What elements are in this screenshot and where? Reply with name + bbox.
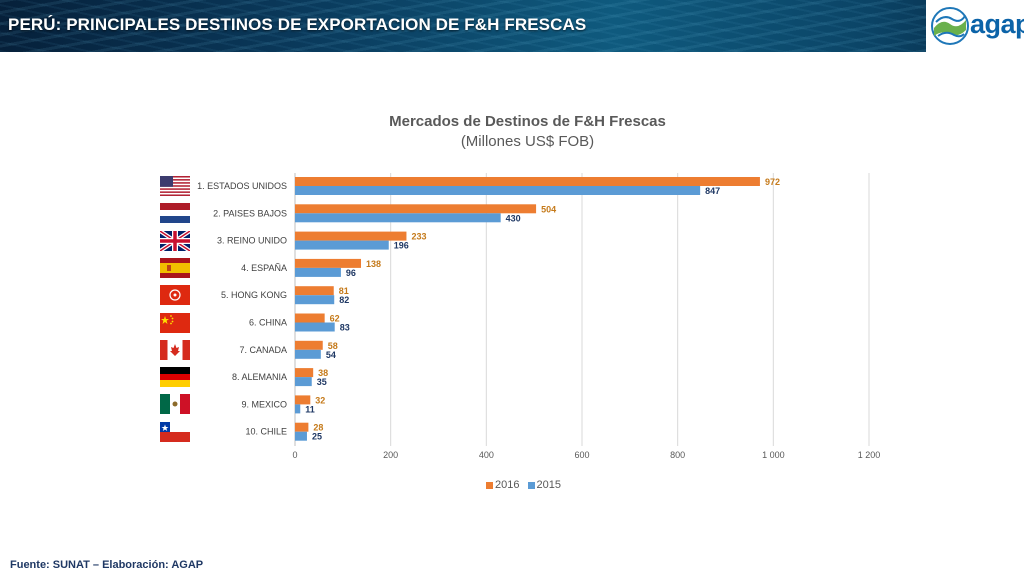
agap-globe-icon	[931, 7, 969, 45]
bar-2015	[295, 213, 501, 223]
bar-2015	[295, 349, 321, 359]
usa-flag-icon	[160, 176, 190, 196]
data-label-2016: 62	[330, 314, 340, 324]
category-label: 2. PAISES BAJOS	[213, 208, 287, 218]
bar-2015	[295, 267, 341, 277]
x-tick-label: 400	[479, 450, 494, 460]
data-label-2015: 847	[705, 186, 720, 196]
bar-2015	[295, 186, 701, 195]
data-label-2015: 35	[317, 377, 327, 387]
header-banner: PERÚ: PRINCIPALES DESTINOS DE EXPORTACIO…	[0, 0, 1024, 52]
bar-2016	[295, 368, 314, 378]
data-label-2016: 58	[328, 341, 338, 351]
x-tick-label: 200	[383, 450, 398, 460]
category-label: 5. HONG KONG	[221, 290, 287, 300]
data-label-2015: 196	[394, 241, 409, 251]
x-tick-label: 1 000	[762, 450, 785, 460]
data-label-2016: 504	[541, 204, 556, 214]
data-label-2016: 138	[366, 259, 381, 269]
bar-2016	[295, 313, 325, 323]
category-label: 4. ESPAÑA	[241, 263, 287, 273]
bar-2016	[295, 340, 323, 350]
data-label-2016: 81	[339, 286, 349, 296]
data-label-2016: 38	[318, 368, 328, 378]
uk-flag-icon	[160, 230, 190, 251]
bar-2015	[295, 377, 312, 387]
bar-2015	[295, 322, 335, 332]
category-label: 8. ALEMANIA	[232, 372, 287, 382]
data-label-2015: 54	[326, 350, 336, 360]
x-tick-label: 0	[292, 450, 297, 460]
category-label: 10. CHILE	[245, 427, 287, 437]
legend-label-2015: 2015	[536, 479, 562, 492]
agap-logo: agap	[926, 0, 1024, 52]
data-label-2016: 28	[313, 423, 323, 433]
data-label-2015: 83	[340, 323, 350, 333]
data-label-2015: 25	[312, 432, 322, 442]
bar-2015	[295, 295, 335, 305]
category-label: 7. CANADA	[239, 345, 287, 355]
chart-subtitle: (Millones US$ FOB)	[460, 133, 595, 150]
data-label-2015: 96	[346, 268, 356, 278]
legend-swatch-2016	[486, 481, 493, 489]
netherlands-flag-icon	[160, 203, 190, 224]
x-tick-label: 800	[670, 450, 685, 460]
legend-label-2016: 2016	[495, 479, 520, 492]
data-label-2016: 233	[411, 232, 426, 242]
data-label-2016: 32	[315, 395, 325, 405]
hong-kong-flag-icon	[160, 285, 190, 306]
category-label: 1. ESTADOS UNIDOS	[197, 181, 287, 191]
category-label: 3. REINO UNIDO	[217, 236, 287, 246]
bar-2015	[295, 240, 389, 250]
data-label-2015: 430	[506, 213, 521, 223]
category-label: 6. CHINA	[249, 318, 287, 328]
bar-2016	[295, 204, 537, 214]
germany-flag-icon	[160, 367, 190, 388]
china-flag-icon	[160, 312, 190, 333]
data-label-2016: 972	[765, 177, 780, 187]
chart-legend: 2016 2015	[486, 479, 561, 491]
canada-flag-icon	[160, 339, 190, 360]
x-tick-label: 600	[574, 450, 589, 460]
bar-2016	[295, 422, 309, 432]
logo-text: agap	[970, 9, 1024, 39]
chile-flag-icon	[160, 421, 190, 442]
chart-title: Mercados de Destinos de F&H Frescas	[389, 113, 666, 130]
water-background	[0, 0, 1024, 52]
data-label-2015: 82	[339, 295, 349, 305]
legend-swatch-2015	[527, 481, 535, 489]
bar-2015	[295, 431, 307, 441]
data-label-2015: 11	[305, 404, 315, 414]
mexico-flag-icon	[160, 394, 190, 415]
bar-2016	[295, 177, 760, 186]
bar-2016	[295, 258, 362, 268]
bar-2016	[295, 231, 407, 241]
x-tick-label: 1 200	[858, 450, 881, 460]
category-label: 9. MEXICO	[241, 399, 287, 409]
source-note: Fuente: SUNAT – Elaboración: AGAP	[10, 559, 204, 571]
page-title: PERÚ: PRINCIPALES DESTINOS DE EXPORTACIO…	[8, 15, 587, 34]
bar-2016	[295, 286, 334, 296]
bar-2015	[295, 404, 301, 414]
bar-2016	[295, 395, 311, 405]
spain-flag-icon	[160, 257, 190, 278]
